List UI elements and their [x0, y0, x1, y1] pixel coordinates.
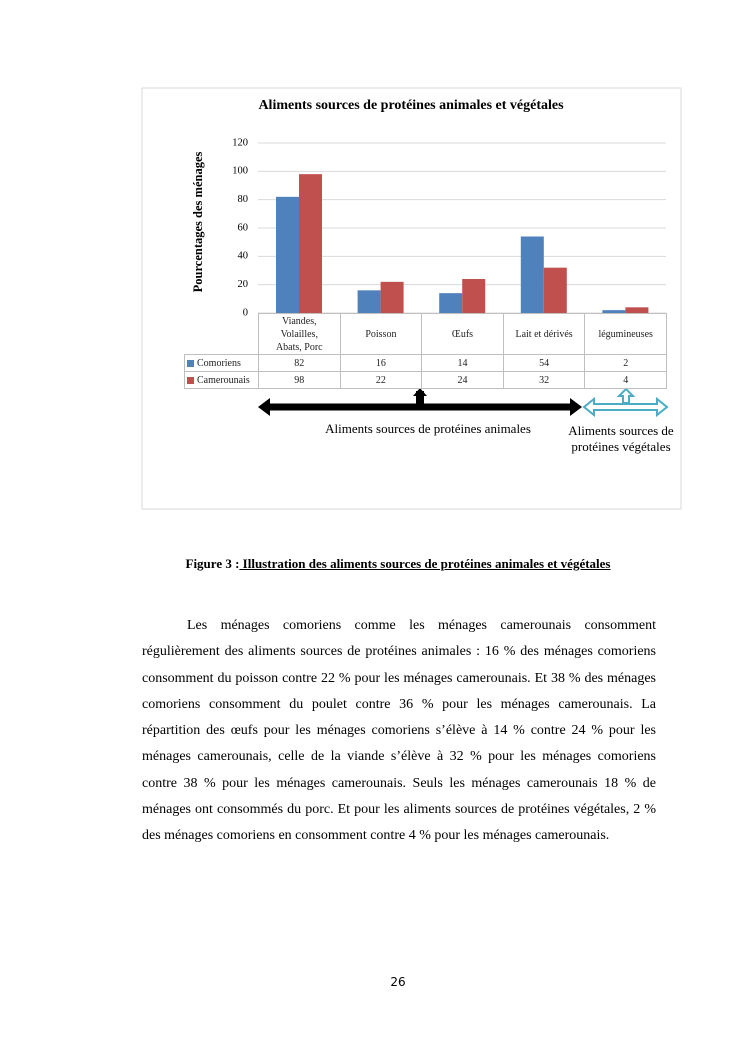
legend-label: Camerounais [197, 374, 250, 386]
bar [299, 174, 322, 313]
category-label: Viandes, Volailles, Abats, Porc [258, 313, 341, 355]
bar [276, 196, 299, 313]
table-value: 82 [258, 354, 341, 372]
y-tick-label: 100 [232, 166, 248, 177]
table-value: 24 [421, 371, 504, 389]
y-tick-label: 20 [238, 279, 249, 290]
caption-label: Figure 3 : [185, 556, 240, 571]
legend-swatch [187, 359, 194, 367]
figure-caption: Figure 3 : Illustration des aliments sou… [142, 556, 654, 572]
category-label: Poisson [339, 313, 423, 355]
table-value: 16 [339, 354, 423, 372]
caption-text: Illustration des aliments sources de pro… [239, 556, 611, 571]
category-label: Lait et dérivés [502, 313, 586, 355]
bar [462, 279, 486, 313]
vegetal-arrow [582, 387, 669, 418]
y-tick-label: 120 [232, 137, 248, 148]
legend-label: Comoriens [197, 357, 241, 369]
table-value: 2 [584, 354, 667, 372]
bar [543, 267, 567, 313]
legend-entry: Comoriens [184, 354, 259, 372]
y-tick-label: 40 [238, 251, 249, 262]
legend-swatch [187, 376, 194, 384]
category-label: Œufs [421, 313, 504, 355]
table-value: 32 [502, 371, 586, 389]
legend-entry: Camerounais [184, 371, 259, 389]
bar [380, 281, 404, 313]
chart-frame [141, 87, 682, 510]
annotation: Aliments sources de protéines animales [325, 421, 531, 436]
table-value: 14 [421, 354, 504, 372]
bar [520, 236, 544, 313]
annotation: Aliments sources de protéines végétales [568, 423, 674, 454]
bar [439, 293, 463, 313]
table-value: 98 [258, 371, 341, 389]
bar [602, 310, 626, 313]
table-value: 22 [339, 371, 423, 389]
bar [357, 290, 381, 313]
animal-arrow [258, 388, 582, 416]
category-label: légumineuses [584, 313, 667, 355]
body-paragraph: Les ménages comoriens comme les ménages … [142, 618, 656, 844]
y-tick-label: 0 [243, 307, 248, 318]
table-value: 4 [584, 371, 667, 389]
page-number: 26 [390, 975, 406, 989]
table-value: 54 [502, 354, 586, 372]
bar [625, 307, 649, 313]
y-axis-label: Pourcentages des ménages [191, 152, 205, 293]
chart-title: Aliments sources de protéines animales e… [258, 98, 564, 113]
y-tick-label: 60 [238, 222, 249, 233]
y-tick-label: 80 [238, 194, 249, 205]
